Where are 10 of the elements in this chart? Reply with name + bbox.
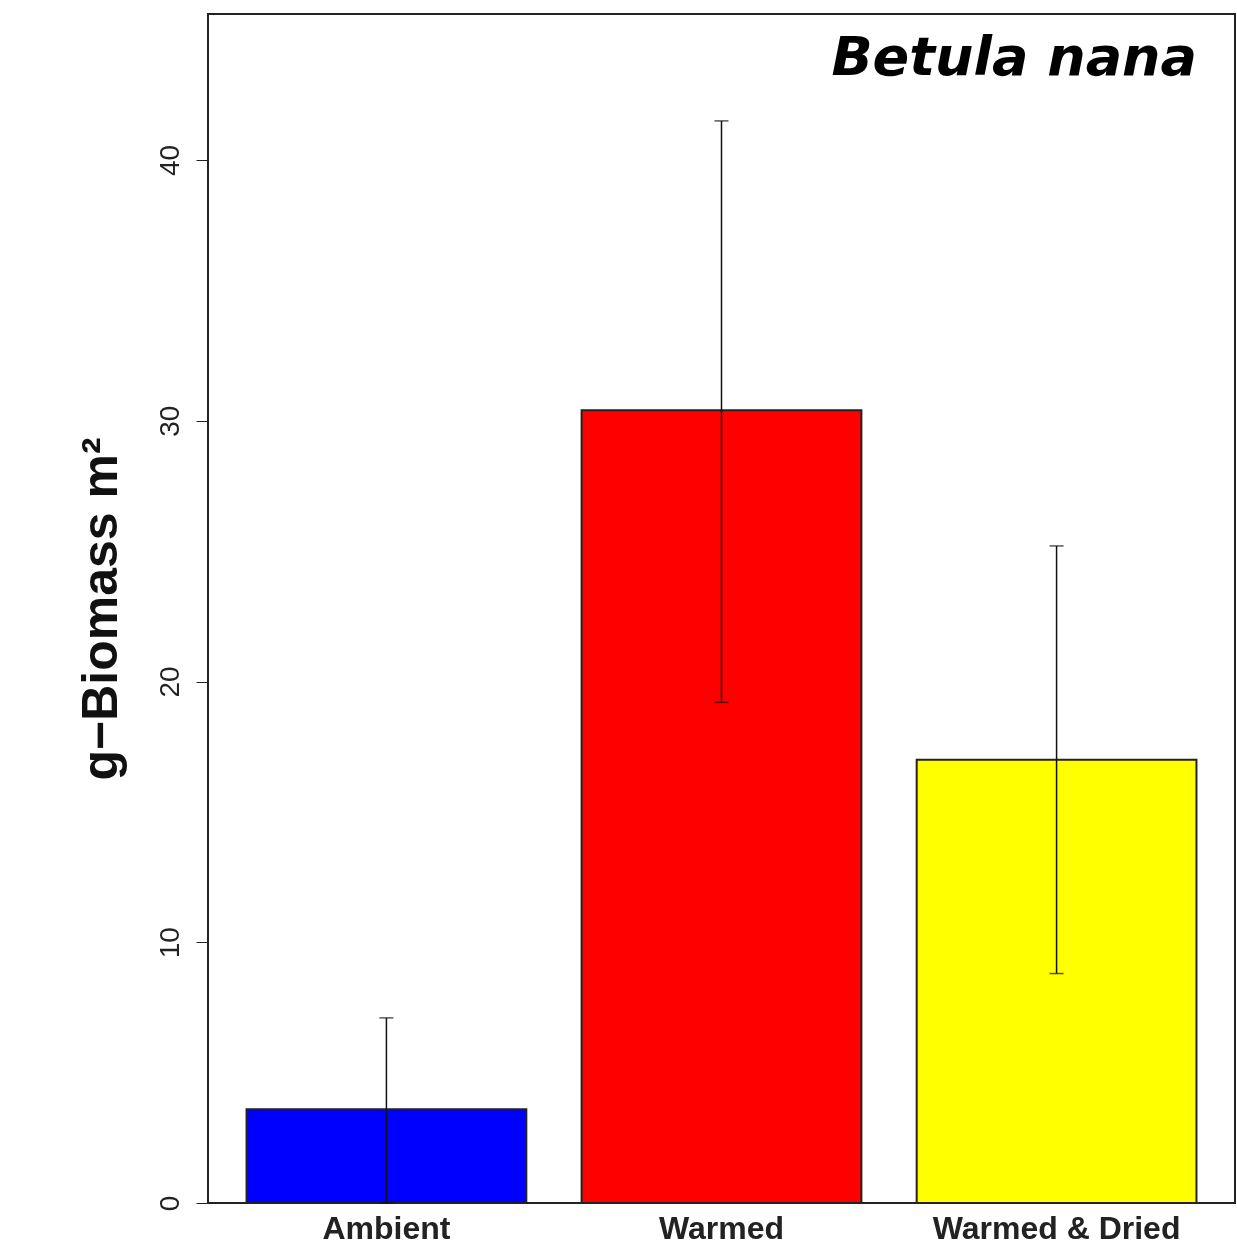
x-tick-label: Warmed & Dried (932, 1209, 1181, 1246)
chart-title: Betula nana (831, 25, 1197, 88)
x-tick-label: Warmed (658, 1209, 785, 1246)
y-axis-title: g−Biomass m² (71, 437, 128, 781)
y-tick-label: 10 (153, 927, 185, 959)
y-tick-label: 30 (153, 405, 185, 437)
y-tick-label: 0 (153, 1195, 185, 1212)
y-tick-label: 20 (153, 666, 185, 698)
x-tick-label: Ambient (322, 1209, 451, 1246)
y-tick-label: 40 (153, 144, 185, 177)
